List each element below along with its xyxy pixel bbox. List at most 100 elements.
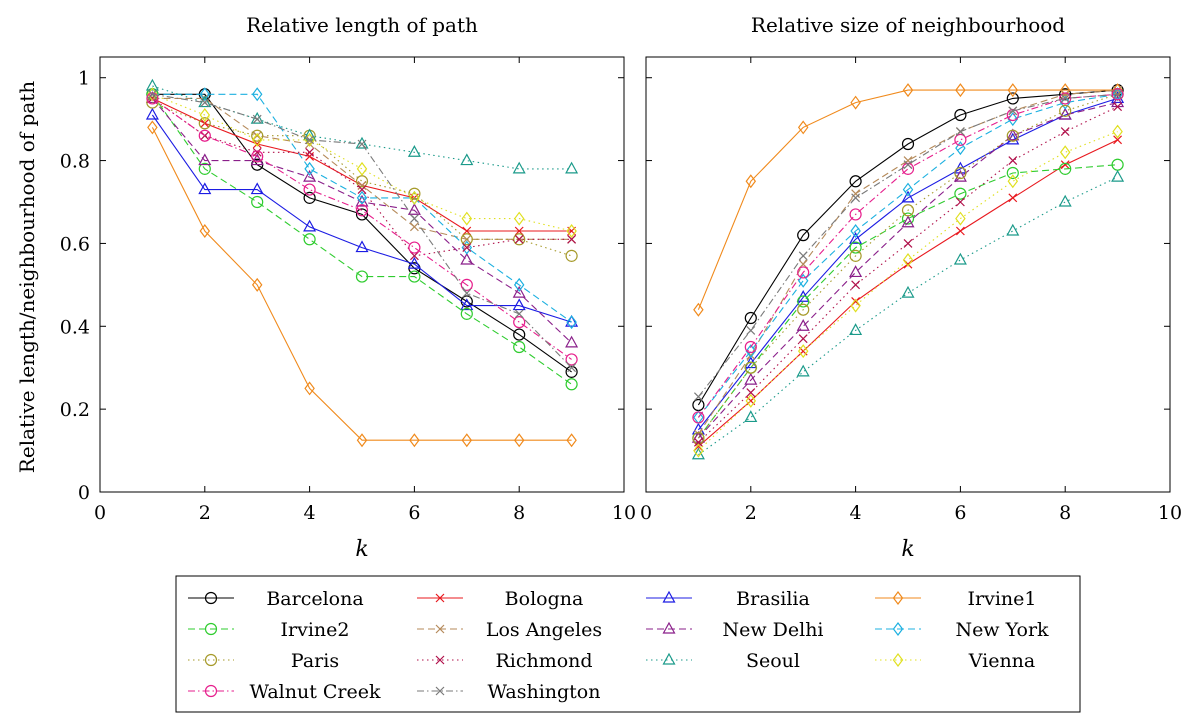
data-point	[1006, 223, 1020, 236]
data-point	[955, 197, 965, 207]
legend-swatch-marker	[204, 622, 218, 636]
legend-swatch-marker	[435, 624, 445, 634]
legend-label: Barcelona	[266, 588, 363, 610]
data-point	[513, 316, 526, 329]
data-point	[565, 335, 579, 348]
data-point	[251, 277, 263, 292]
x-tick-label: 0	[640, 502, 652, 524]
plot-frame	[645, 56, 1171, 493]
data-point	[1006, 92, 1019, 105]
data-point	[513, 340, 526, 354]
data-point	[1058, 107, 1072, 120]
series-walnut-creek	[146, 92, 578, 366]
data-point	[460, 252, 474, 265]
data-point	[746, 326, 756, 335]
data-point	[198, 162, 211, 175]
y-tick-label: 1	[78, 68, 90, 90]
data-point	[251, 150, 264, 163]
series-line	[697, 164, 1118, 439]
legend-label: Brasilia	[736, 588, 810, 610]
legend-swatch-marker	[892, 591, 904, 605]
data-point	[250, 153, 264, 166]
legend-label: Paris	[291, 650, 339, 672]
x-tick-label: 8	[1059, 502, 1071, 524]
data-point	[1007, 174, 1019, 189]
x-tick-label: 2	[199, 502, 211, 524]
series-line	[697, 93, 1118, 439]
data-point	[303, 219, 317, 232]
data-point	[1006, 108, 1019, 122]
data-point	[693, 302, 704, 317]
data-point	[745, 344, 757, 359]
data-point	[851, 280, 861, 290]
data-point	[955, 83, 966, 98]
legend-item: Walnut Creek	[188, 681, 381, 703]
data-point	[1058, 194, 1072, 207]
data-point	[797, 295, 810, 308]
data-point	[198, 117, 211, 130]
data-point	[199, 108, 211, 122]
series-line	[697, 89, 1118, 435]
series-irvine1	[147, 120, 577, 448]
data-point	[355, 270, 369, 283]
legend-item: Irvine1	[875, 588, 1036, 610]
data-point	[1008, 156, 1018, 165]
data-point	[408, 187, 421, 200]
data-point	[409, 222, 419, 232]
series-barcelona	[692, 84, 1124, 412]
data-point	[1006, 132, 1020, 145]
series-vienna	[147, 87, 577, 238]
series-line	[152, 93, 572, 232]
legend-item: Richmond	[417, 650, 593, 672]
data-point	[303, 183, 316, 196]
data-point	[251, 132, 263, 147]
data-point	[797, 229, 810, 242]
legend-item: Barcelona	[188, 588, 364, 610]
data-point	[693, 437, 703, 447]
data-point	[513, 277, 525, 292]
legend-label: Irvine2	[281, 619, 350, 641]
data-point	[902, 83, 914, 98]
data-point	[198, 182, 212, 195]
legend-item: New Delhi	[646, 619, 824, 641]
data-point	[902, 182, 914, 197]
series-line	[152, 97, 572, 232]
series-line	[151, 93, 572, 385]
data-point	[1060, 160, 1070, 170]
series-richmond	[693, 102, 1123, 447]
data-point	[903, 156, 913, 165]
series-line	[698, 106, 1118, 443]
series-los-angeles	[147, 94, 577, 244]
data-point	[744, 340, 757, 354]
data-point	[408, 270, 421, 283]
data-point	[565, 353, 578, 366]
plot-panel-2: 0 2 4 6 8 10	[640, 56, 1182, 524]
data-point	[566, 433, 577, 448]
data-point	[1059, 88, 1072, 101]
data-point	[461, 211, 473, 226]
data-point	[355, 208, 369, 221]
data-point	[1006, 128, 1020, 141]
series-new-delhi	[145, 91, 579, 348]
data-point	[513, 328, 526, 341]
data-point	[147, 87, 158, 102]
legend-label: Richmond	[495, 650, 592, 672]
data-point	[147, 120, 158, 135]
data-point	[355, 136, 369, 149]
data-point	[513, 233, 526, 246]
data-point	[567, 363, 577, 373]
data-point	[745, 393, 757, 408]
legend-swatch-marker	[204, 591, 218, 605]
data-point	[565, 161, 579, 174]
x-tick-label: 10	[612, 502, 636, 524]
data-point	[744, 372, 758, 385]
legend-label: Washington	[488, 681, 601, 703]
legend-swatch-marker	[435, 593, 445, 603]
legend-swatch-marker	[204, 684, 218, 698]
data-point	[1113, 135, 1123, 145]
data-point	[199, 224, 211, 238]
x-tick-label: 0	[94, 502, 106, 524]
series-line	[152, 102, 572, 257]
legend-item: Irvine2	[188, 619, 349, 641]
